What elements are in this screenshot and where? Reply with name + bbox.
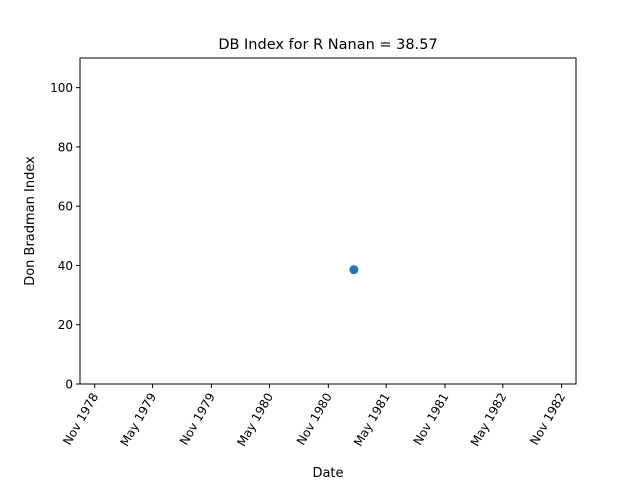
x-tick-label: May 1982 xyxy=(468,391,510,449)
x-tick-label: Nov 1982 xyxy=(527,391,568,448)
x-axis: Nov 1978 May 1979 Nov 1979 May 1980 Nov 1980… xyxy=(60,384,568,449)
data-points xyxy=(349,265,359,275)
x-tick-label: May 1981 xyxy=(351,391,393,449)
y-axis-label: Don Bradman Index xyxy=(23,156,38,286)
chart-title: DB Index for R Nanan = 38.57 xyxy=(218,37,437,53)
x-tick-label: Nov 1978 xyxy=(60,391,101,448)
plot-area xyxy=(79,57,577,385)
y-tick-label: 0 xyxy=(65,378,73,392)
x-tick-label: May 1980 xyxy=(234,391,276,449)
y-axis: 0 20 40 60 80 100 xyxy=(50,81,80,392)
x-tick-label: Nov 1981 xyxy=(411,391,452,448)
x-axis-label: Date xyxy=(312,466,343,480)
data-point xyxy=(349,265,359,275)
x-tick-label: May 1979 xyxy=(117,391,159,449)
y-tick-label: 40 xyxy=(58,259,73,273)
y-tick-label: 100 xyxy=(50,81,73,95)
y-tick-label: 60 xyxy=(58,200,73,214)
y-tick-label: 80 xyxy=(58,140,73,154)
y-tick-label: 20 xyxy=(58,318,73,332)
x-tick-label: Nov 1979 xyxy=(177,391,218,448)
x-tick-label: Nov 1980 xyxy=(294,391,335,448)
